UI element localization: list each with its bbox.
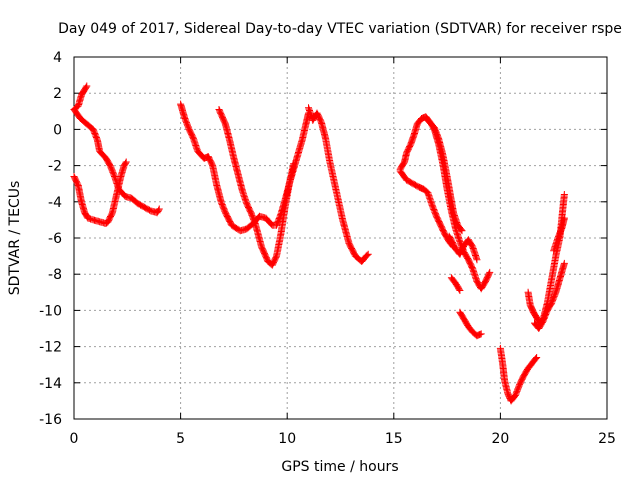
series-track-5 (305, 104, 372, 265)
y-tick-label: -16 (39, 412, 62, 428)
series-track-1 (70, 106, 163, 217)
grid-lines (74, 57, 607, 419)
series-track-14 (531, 259, 568, 332)
series-points (531, 259, 568, 332)
y-tick-label: -4 (48, 195, 62, 211)
x-tick-label: 5 (176, 431, 185, 447)
series-points (305, 104, 372, 265)
axis-ticks: 0 5 10 15 20 25 -16 -14 -12 -10 -8 -6 -4 -2 0 2 4 (39, 50, 616, 447)
series-points (456, 308, 485, 340)
series-points (550, 214, 568, 255)
series-points (496, 344, 541, 405)
series-track-2 (70, 158, 130, 227)
y-axis-title: SDTVAR / TECUs (7, 181, 23, 296)
series-points (70, 158, 130, 227)
series-track-15 (550, 214, 568, 255)
y-tick-label: -10 (39, 303, 62, 319)
series-points (396, 113, 494, 293)
x-axis-title: GPS time / hours (281, 459, 398, 475)
series-track-10 (447, 274, 464, 294)
y-tick-label: -12 (39, 340, 62, 356)
x-tick-label: 0 (70, 431, 79, 447)
series-points (447, 274, 464, 294)
chart-title: Day 049 of 2017, Sidereal Day-to-day VTE… (58, 21, 622, 37)
series-track-6 (396, 113, 494, 293)
series-track-0 (70, 82, 91, 113)
x-tick-label: 20 (491, 431, 509, 447)
y-tick-label: 0 (53, 122, 62, 138)
series-track-9 (445, 232, 481, 264)
series-track-4 (215, 106, 298, 269)
series-track-11 (456, 308, 485, 340)
series-points (215, 106, 298, 269)
data-markers (70, 82, 568, 405)
x-tick-label: 10 (278, 431, 296, 447)
series-track-8 (424, 116, 466, 235)
y-tick-label: -6 (48, 231, 62, 247)
series-track-13 (524, 191, 568, 327)
x-tick-label: 15 (385, 431, 403, 447)
series-points (524, 191, 568, 327)
series-points (70, 106, 163, 217)
series-points (424, 116, 466, 235)
x-tick-label: 25 (598, 431, 616, 447)
y-tick-label: -8 (48, 267, 62, 283)
y-tick-label: -14 (39, 376, 62, 392)
y-tick-label: 2 (53, 86, 62, 102)
series-track-12 (496, 344, 541, 405)
series-points (70, 82, 91, 113)
y-tick-label: 4 (53, 50, 62, 66)
y-tick-label: -2 (48, 159, 62, 175)
series-points (445, 232, 481, 264)
